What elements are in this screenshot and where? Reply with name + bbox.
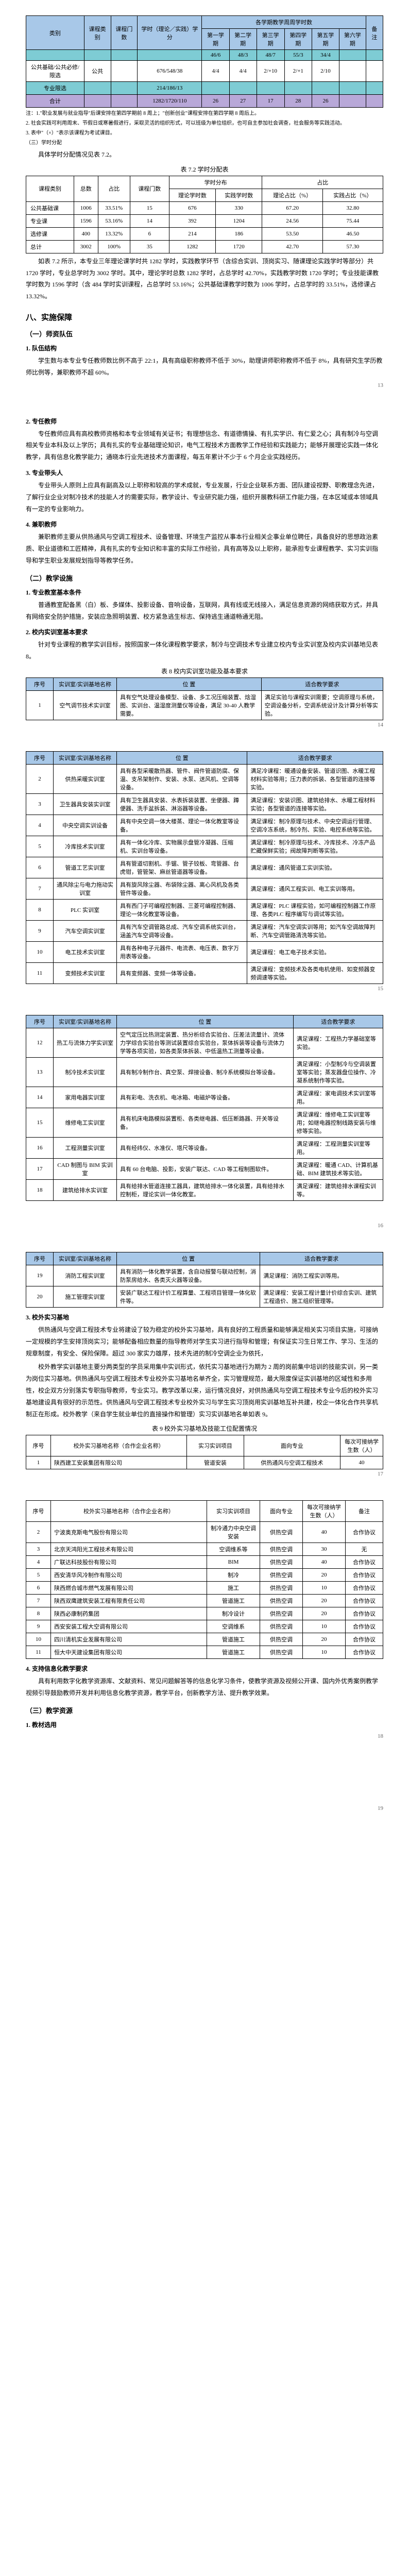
t1-h-course-cat: 课程类别 xyxy=(84,16,111,50)
table-row: 4广联达科技股份有限公司BIM供热空调40合作协议 xyxy=(26,1556,383,1569)
table1-hours: 类别 课程类别 课程门数 学时（理论／实践）学分 各学期教学周周学时数 备注 第… xyxy=(26,15,383,108)
page-18: 序号 校外实习基地名称（合作企业名称） 实习实训项目 面向专业 每次可接纳学生数… xyxy=(0,1485,409,1747)
sec8-1-1: 1. 队伍结构 xyxy=(26,344,383,352)
t8-r1: 1空气调节技术实训室具有空气处理设备模型、设备、多工况压缩装置、焓湿图、实训台、… xyxy=(26,690,383,720)
page-19: 19 xyxy=(0,1747,409,1819)
t1-h-hours: 学时（理论／实践）学分 xyxy=(138,16,202,50)
table-row: 7陕西双鹰建筑安装工程有限责任公司管道施工供热空调20合作协议 xyxy=(26,1595,383,1607)
table-row: 18建筑给排水实训室具有给排水管道连接工器具，建筑给排水一体化装置，具有给排水控… xyxy=(26,1179,383,1200)
table9: 序号 校外实习基地名称（合作企业名称） 实习实训项目 面向专业 每次可接纳学生数… xyxy=(26,1435,383,1469)
p14-s2: 2. 专任教师 xyxy=(26,417,383,426)
sec8-title: 八、实施保障 xyxy=(26,312,383,323)
s8-4-title: 4. 支持信息化教学要求 xyxy=(26,1664,383,1673)
p14-s2-text: 专任教师应具有高校教师资格和本专业领域有关证书；有理想信念、有道德情操、有扎实学… xyxy=(26,428,383,463)
page-number-18: 18 xyxy=(378,1733,383,1739)
t1-r0: 46/648/348/755/334/4 xyxy=(26,50,383,61)
t1-h-note: 备注 xyxy=(366,16,383,50)
table-row: 3卫生器具安装实训室具有卫生器具安装、水表拆装装置、坐便器、蹲便器、洗手盆拆装、… xyxy=(26,793,383,815)
t1-r2: 专业限选214/186/13 xyxy=(26,82,383,95)
page-14: 2. 专任教师 专任教师应具有高校教师资格和本专业领域有关证书；有理想信念、有道… xyxy=(0,396,409,736)
table-row: 5冷库技术实训室具有一体化冷库、实物展示盘管冷凝器、压缩机、实训台等设备。满足课… xyxy=(26,836,383,857)
table8-cont2: 序号 实训室/实训基地名称 位 置 适合教学要求 12热工与流体力学实训室空气定… xyxy=(26,1015,383,1201)
p14-s3: 3. 专业带头人 xyxy=(26,468,383,477)
page-number-19: 19 xyxy=(378,1805,383,1811)
table-row: 6管道工艺实训室具有管道切割机、手锯、管子铰板、弯管器、台虎钳，管管架、麻丝管道… xyxy=(26,857,383,878)
page-15: 序号 实训室/实训基地名称 位 置 适合教学要求 2供热采暖实训室具有各型采暖散… xyxy=(0,736,409,999)
s8-3-text: 供热通风与空调工程技术专业将建设了较为稳定的校外实习基地，具有良好的工程质量和能… xyxy=(26,1324,383,1359)
t2-r2: 选修课40013.32%621418653.5046.50 xyxy=(26,227,383,240)
table-row: 17CAD 制图与 BIM 实训室具有 60 台电脑、投影，安装广联达、CAD … xyxy=(26,1158,383,1179)
sec8-1: （一）师资队伍 xyxy=(26,329,383,338)
table8-cont3: 序号 实训室/实训基地名称 位 置 适合教学要求 19消防工程实训室具有消防一体… xyxy=(26,1252,383,1308)
p14-s5-2: 2. 校内实训室基本要求 xyxy=(26,628,383,636)
table-row: 2供热采暖实训室具有各型采暖散热器、管件、阀件管道防腐、保温、支吊架制作、安装、… xyxy=(26,764,383,793)
table-row: 10四川清机实业发展有限公司管道施工供热空调20合作协议 xyxy=(26,1633,383,1646)
t1-r3: 合计1282/1720/1102627172826 xyxy=(26,95,383,108)
table-row: 8陕西必康制药集团制冷设计供热空调20合作协议 xyxy=(26,1607,383,1620)
table-row: 11变频技术实训室具有变频器、变频一体等设备。满足课程：变频技术及各类电机使用、… xyxy=(26,962,383,984)
page-13: 类别 课程类别 课程门数 学时（理论／实践）学分 各学期教学周周学时数 备注 第… xyxy=(0,0,409,396)
table-row: 15维修电工实训室具有机床电路模拟装置柜、各类继电器、低压断路器、开关等设备。满… xyxy=(26,1108,383,1137)
table-row: 3北京天鸿阳光工程技术有限公司空调维系等供热空调30无 xyxy=(26,1543,383,1556)
table-row: 14家用电器实训室具有彩电、洗衣机、电冰箱、电磁炉等设备。满足课程：家电调技术实… xyxy=(26,1087,383,1108)
page-number-13: 13 xyxy=(378,382,383,388)
table-row: 11恒大中天建设集团有限公司管道施工供热空调10合作协议 xyxy=(26,1646,383,1659)
table-row: 5西安清华风冷制作有限公司制冷供热空调20合作协议 xyxy=(26,1569,383,1582)
t9-r1: 1陕西建工安装集团有限公司管道安装供热通风与空调工程技术40 xyxy=(26,1456,383,1469)
table9-cont: 序号 校外实习基地名称（合作企业名称） 实习实训项目 面向专业 每次可接纳学生数… xyxy=(26,1500,383,1659)
page-number-16: 16 xyxy=(378,1223,383,1229)
p14-s4-text: 兼职教师主要从供热通风与空调工程技术、设备管理、环境生产监控从事本行业相关企事业… xyxy=(26,531,383,566)
t1-note3: （三）学时分配 xyxy=(26,139,383,147)
table8: 序号 实训室/实训基地名称 位 置 适合教学要求 1空气调节技术实训室具有空气处… xyxy=(26,677,383,720)
page-16: 序号 实训室/实训基地名称 位 置 适合教学要求 12热工与流体力学实训室空气定… xyxy=(0,999,409,1236)
p14-s3-text: 专业带头人原则上应具有副高及以上职称和较高的学术成就，专业发展，行业企业联系方面… xyxy=(26,480,383,515)
table-row: 13制冷技术实训室具有制冷制作台、真空泵、焊接设备、制冷系统模拟台等设备。满足课… xyxy=(26,1057,383,1087)
table2-alloc: 课程类别 总数 占比 课程门数 学时分布 占比 理论学时数 实践学时数 理论占比… xyxy=(26,176,383,253)
p14-s4: 4. 兼职教师 xyxy=(26,520,383,529)
s8-4-s3: （三）教学资源 xyxy=(26,1705,383,1715)
t1-h-sem: 各学期教学周周学时数 xyxy=(202,16,366,29)
table-row: 20施工管理实训室安装广联达工程计价工程算量、工程项目管理一体化软件等。满足课程… xyxy=(26,1286,383,1307)
s8-3-text2: 校外教学实训基地主要分两类型的学员采用集中实训形式，依托实习基地进行为期为 2 … xyxy=(26,1361,383,1420)
table-row: 10电工技术实训室具有各种电子元器件、电流表、电压表、数字万用表等设备。满足课程… xyxy=(26,941,383,962)
t2-r0: 公共基础课100633.51%1567633067.2032.80 xyxy=(26,201,383,214)
t1-note4: 具体学时分配情况见表 7.2。 xyxy=(26,149,383,161)
page-number-14: 14 xyxy=(378,722,383,728)
table-row: 8PLC 实训室具有西门子可编程控制器、三菱可编程控制器、理论一体化教室等设备。… xyxy=(26,899,383,920)
p14-s5-2-text: 针对专业课程的教学实训目标，按照国家一体化课程教学要求，制冷与空调技术专业建立校… xyxy=(26,639,383,663)
s8-4-s3-1: 1. 教材选用 xyxy=(26,1720,383,1729)
t2-r3: 总计3002100%351282172042.7057.30 xyxy=(26,240,383,253)
s8-3-title: 3. 校外实习基地 xyxy=(26,1313,383,1321)
p14-s5-1: 1. 专业教室基本条件 xyxy=(26,588,383,597)
table-row: 4中央空调实训设备具有中央空调一体大楼蒸、理论一体化教室等设备。满足课程：制冷原… xyxy=(26,815,383,836)
table-row: 7通风除尘与电力拖动实训室具有旋风除尘器、布袋除尘器、离心风机及各类管件等设备。… xyxy=(26,878,383,899)
table-row: 9西安安装工程大空调有限公司空调维系供热空调10合作协议 xyxy=(26,1620,383,1633)
table8-title: 表 8 校内实训室功能及基本要求 xyxy=(26,667,383,675)
sec8-1-1-text: 学生数与本专业专任教师数比例不高于 22:1，具有高级职称教师不低于 30%，助… xyxy=(26,355,383,379)
table2-title: 表 7.2 学时分配表 xyxy=(26,165,383,174)
t1-r1: 公共基础/公共必修/限选公共676/548/384/44/42/+102/+12… xyxy=(26,61,383,82)
table-row: 12热工与流体力学实训室空气定压比热测定装置、热分析综合实验台、压差法流量计、流… xyxy=(26,1028,383,1057)
t2-r1: 专业课159653.16%14392120424.5675.44 xyxy=(26,214,383,227)
page-number-15: 15 xyxy=(378,986,383,992)
table-row: 9汽车空调实训室具有汽车空调管路总成、汽车空调系统实训台，涵盖汽车空调等设备。满… xyxy=(26,920,383,941)
table-row: 16工程测量实训室具有经纬仪、水准仪、塔尺等设备。满足课程：工程测量实训室等用。 xyxy=(26,1137,383,1158)
table-row: 2宁波奥克斯电气股份有限公司制冷通力中央空调安装供热空调40合作协议 xyxy=(26,1522,383,1543)
table-row: 6陕西燃合城市燃气发展有限公司施工供热空调10合作协议 xyxy=(26,1582,383,1595)
table9-title: 表 9 校外实习基地及技能工位配置情况 xyxy=(26,1424,383,1433)
p14-s5-1-text: 普通教室配备黑（白）板、多媒体、投影设备、音响设备，互联网，具有线或无线接入，满… xyxy=(26,599,383,623)
t1-note2: 3. 表中"（×）"表示该课程为考试课目。 xyxy=(26,129,383,137)
t1-note1: 2. 社会实践可利用周末、节假日或寒暑假进行，采取灵活的组织形式，可以班级为单位… xyxy=(26,120,383,127)
t1-h-count: 课程门数 xyxy=(111,16,138,50)
t2-summary: 如表 7.2 所示，本专业三年理论课学时共 1282 学时，实践教学环节（含综合… xyxy=(26,256,383,302)
s8-4-text: 具有利用数字化教学资源库、文献资料、常见问题解答等的信息化学习条件，使教学资源及… xyxy=(26,1675,383,1699)
t1-h-cat: 类别 xyxy=(26,16,84,50)
page-17: 序号 实训室/实训基地名称 位 置 适合教学要求 19消防工程实训室具有消防一体… xyxy=(0,1236,409,1485)
page-number-17: 17 xyxy=(378,1471,383,1477)
table-row: 19消防工程实训室具有消防一体化教学装置，含自动报警与联动控制，消防泵房给水、各… xyxy=(26,1265,383,1286)
table8-cont1: 序号 实训室/实训基地名称 位 置 适合教学要求 2供热采暖实训室具有各型采暖散… xyxy=(26,751,383,984)
t1-note0: 注：1."职业发展与就业指导"后课安排在第四学期前 8 周上；"创新创业"课程安… xyxy=(26,110,383,117)
p14-s5: （二）教学设施 xyxy=(26,573,383,583)
